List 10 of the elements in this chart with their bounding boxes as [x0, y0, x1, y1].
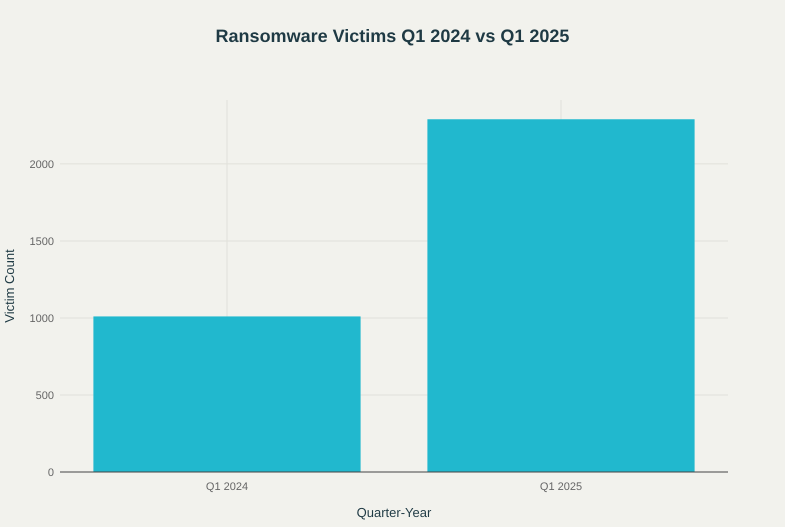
y-tick-label: 0: [48, 466, 54, 479]
chart-title: Ransomware Victims Q1 2024 vs Q1 2025: [216, 26, 570, 46]
y-axis-title: Victim Count: [2, 248, 17, 323]
y-tick-label: 1000: [30, 312, 54, 325]
x-axis-title: Quarter-Year: [356, 505, 432, 520]
x-tick-label: Q1 2024: [206, 481, 248, 493]
y-tick-label: 2000: [30, 158, 54, 171]
y-tick-label: 500: [36, 390, 54, 402]
y-tick-label: 1500: [30, 236, 54, 248]
x-tick-label: Q1 2025: [540, 481, 582, 493]
